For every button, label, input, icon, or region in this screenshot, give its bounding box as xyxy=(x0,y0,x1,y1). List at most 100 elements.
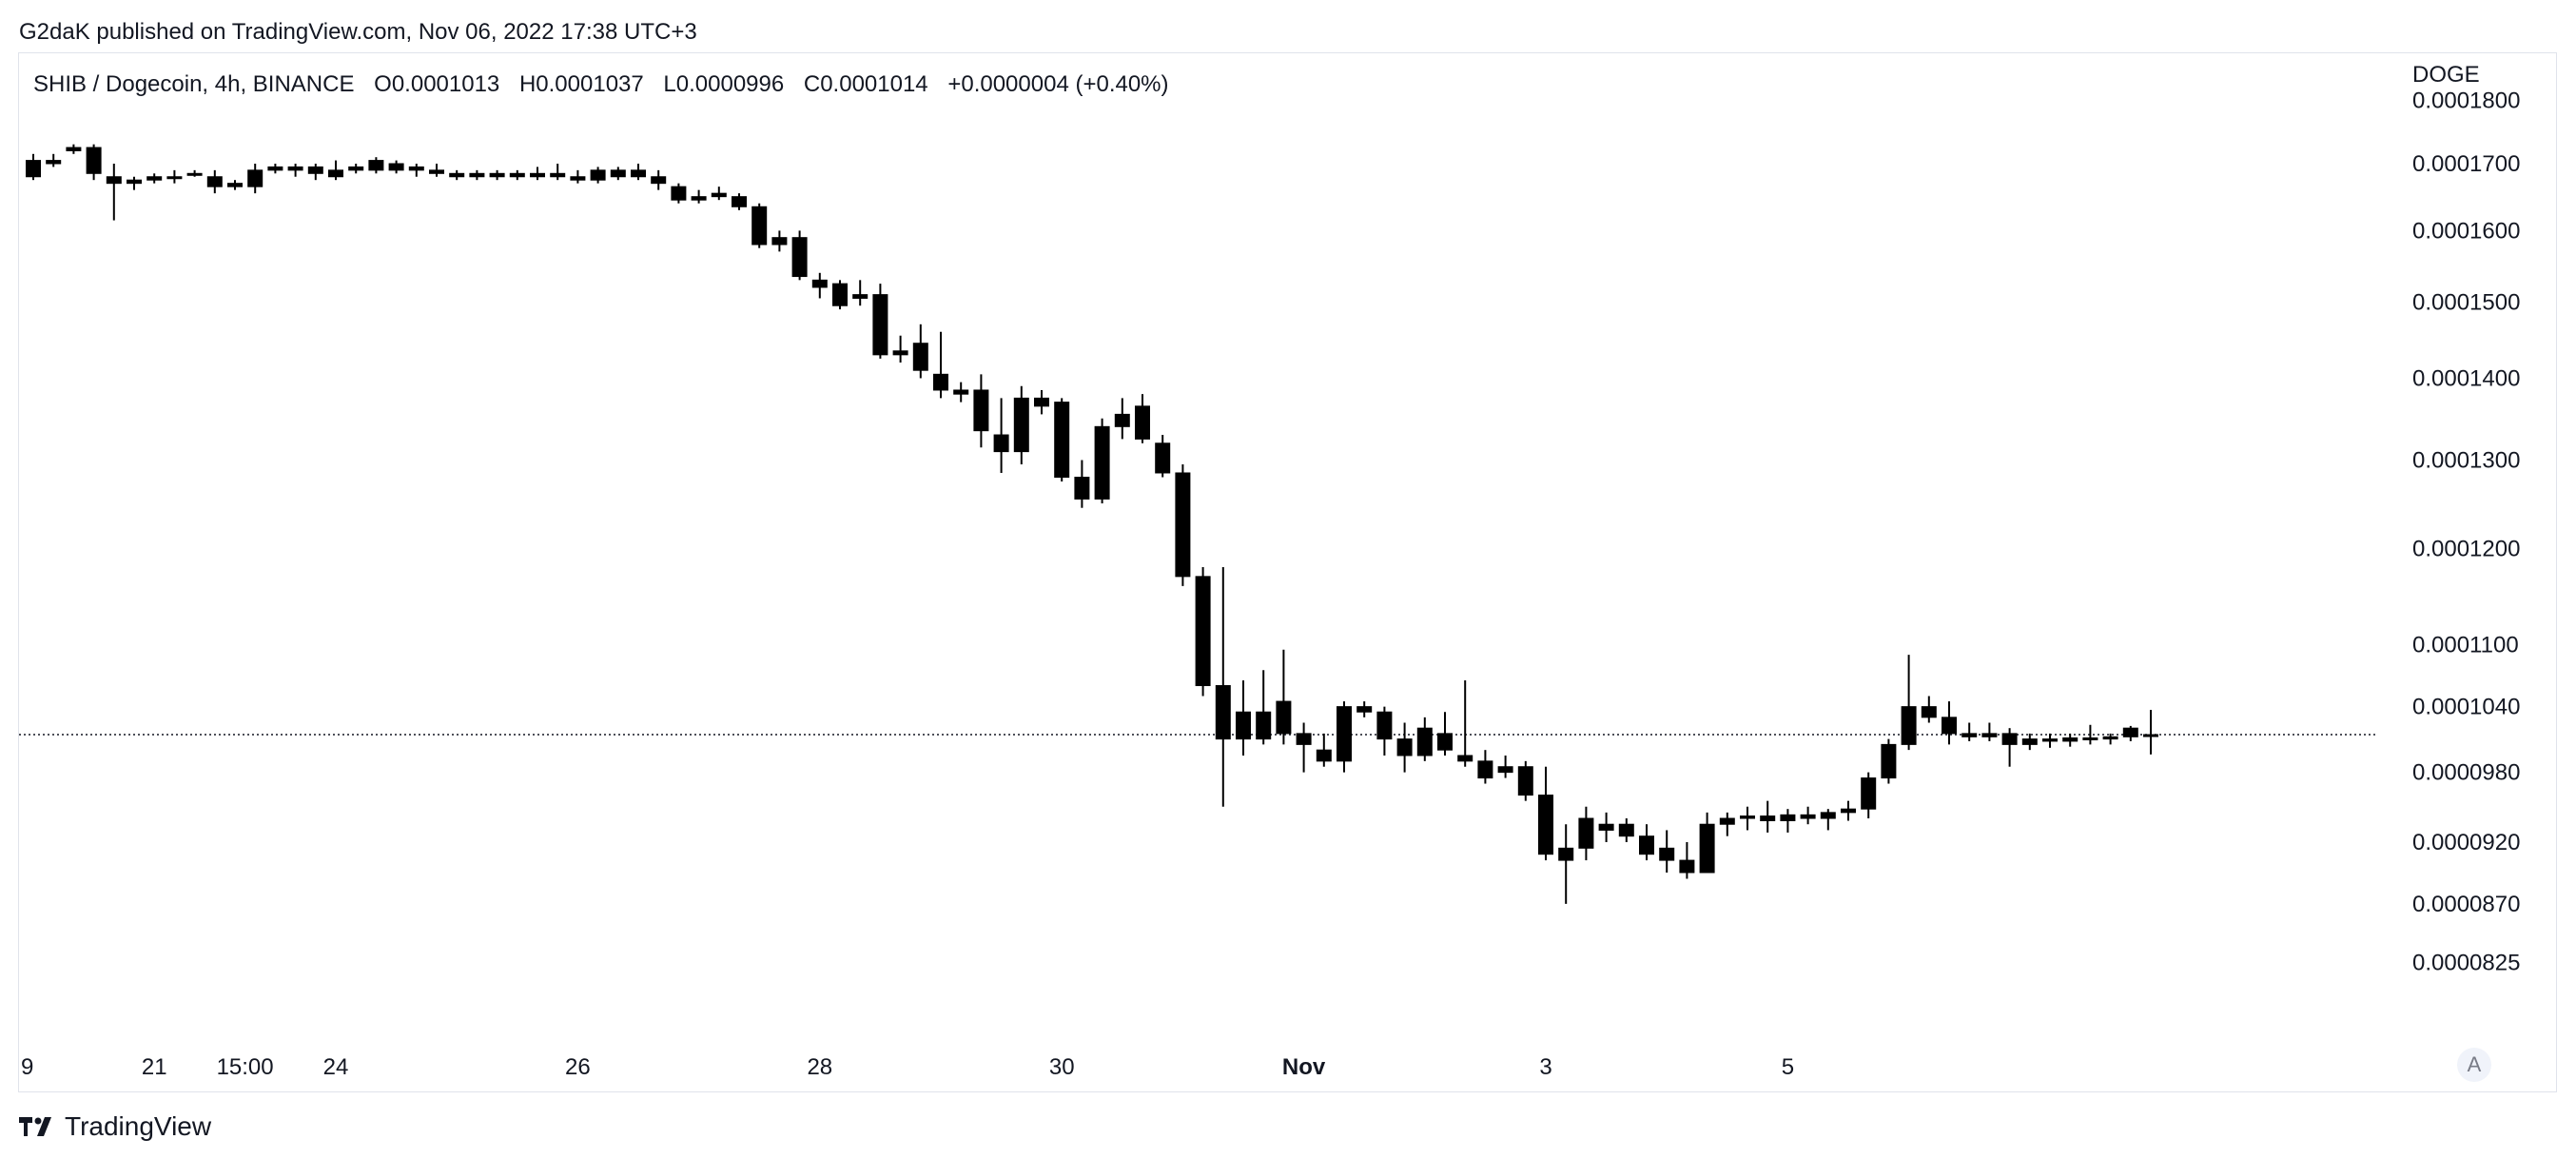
candle-body xyxy=(691,196,707,201)
candle-body xyxy=(186,172,203,176)
candle xyxy=(973,374,989,448)
candle xyxy=(771,230,788,252)
candle xyxy=(1598,812,1614,842)
candle-body xyxy=(732,196,747,207)
candle xyxy=(1517,760,1533,801)
candle-body xyxy=(550,172,566,178)
candle-body xyxy=(1942,717,1957,735)
candle-body xyxy=(1013,397,1029,453)
candle-body xyxy=(1296,733,1312,745)
candle xyxy=(46,153,62,167)
candle xyxy=(732,193,747,210)
candle xyxy=(1981,722,1998,741)
candle-body xyxy=(1820,812,1836,819)
candle-body xyxy=(388,163,404,171)
candle-body xyxy=(1780,814,1796,821)
candle-body xyxy=(1517,766,1533,796)
candle-body xyxy=(570,176,586,181)
candle xyxy=(449,169,465,181)
price-tick-label: 0.0001800 xyxy=(2412,88,2520,114)
candle xyxy=(206,169,223,194)
price-tick-label: 0.0000980 xyxy=(2412,760,2520,786)
candle-body xyxy=(2042,738,2058,742)
candle xyxy=(1961,722,1978,741)
candle-body xyxy=(2082,737,2098,740)
candle xyxy=(912,324,928,379)
candle xyxy=(1618,818,1634,842)
candle xyxy=(1921,696,1937,723)
candle xyxy=(1760,800,1776,833)
candle xyxy=(227,180,243,190)
candle-body xyxy=(1981,733,1998,737)
candle xyxy=(811,272,828,299)
candle xyxy=(1013,385,1029,464)
candle-body xyxy=(1054,402,1070,479)
candle-body xyxy=(368,160,384,171)
candle xyxy=(1558,824,1574,904)
candle-body xyxy=(1356,706,1373,713)
candle-body xyxy=(2062,737,2078,742)
candle-body xyxy=(469,172,485,178)
candle-body xyxy=(1740,815,1755,819)
candle xyxy=(1276,649,1292,745)
time-tick-label: 15:00 xyxy=(217,1054,274,1080)
candle xyxy=(1155,435,1171,478)
chart-frame[interactable] xyxy=(18,52,2557,1092)
time-tick-label: 28 xyxy=(807,1054,832,1080)
candle-body xyxy=(2122,727,2138,737)
candle-body xyxy=(26,160,41,178)
candle-body xyxy=(1841,808,1856,814)
candle-body xyxy=(227,183,243,187)
candle xyxy=(2062,733,2078,747)
candle xyxy=(2143,709,2158,755)
candle-body xyxy=(1437,733,1453,751)
candle xyxy=(1437,712,1453,756)
candle xyxy=(1901,655,1917,751)
candle-body xyxy=(86,147,102,174)
candle-body xyxy=(66,147,82,151)
candle-body xyxy=(1961,733,1978,737)
candle xyxy=(832,280,848,310)
candle-body xyxy=(791,237,808,278)
candle xyxy=(1195,566,1211,697)
time-axis[interactable]: 9 21 15:00 24 26 28 30 Nov 3 5 xyxy=(21,1054,1794,1080)
footer-brand[interactable]: TradingView xyxy=(19,1111,211,1142)
candle-body xyxy=(2001,733,2018,745)
candle xyxy=(408,164,424,177)
candle-body xyxy=(106,176,122,185)
candle-body xyxy=(1175,472,1191,578)
candle xyxy=(509,169,525,181)
candle-body xyxy=(1337,706,1352,762)
legend-change: +0.0000004 (+0.40%) xyxy=(947,71,1169,97)
time-tick-label: 26 xyxy=(565,1054,591,1080)
candle-body xyxy=(811,279,828,288)
candle xyxy=(1800,806,1816,825)
candle xyxy=(348,164,364,174)
candle-body xyxy=(2102,736,2118,740)
candle xyxy=(1659,830,1675,873)
candle xyxy=(388,160,404,174)
auto-scale-button[interactable]: A xyxy=(2457,1048,2491,1082)
candle xyxy=(66,144,82,154)
price-tick-label: 0.0001600 xyxy=(2412,218,2520,244)
candle-body xyxy=(166,176,183,180)
candle-body xyxy=(1558,847,1574,861)
candle-body xyxy=(429,169,444,174)
time-tick-label: Nov xyxy=(1282,1054,1326,1080)
candle xyxy=(1719,812,1735,836)
legend-symbol[interactable]: SHIB / Dogecoin, 4h, BINANCE xyxy=(33,71,355,97)
candle-body xyxy=(711,192,727,198)
price-axis[interactable]: 0.0001800 0.0001700 0.0001600 0.0001500 0.00… xyxy=(2412,88,2520,976)
candle-body xyxy=(1236,711,1251,740)
candle-body xyxy=(993,434,1009,453)
candle-body xyxy=(610,169,626,178)
price-tick-label: 0.0000870 xyxy=(2412,892,2520,917)
candle-body xyxy=(771,237,788,246)
candle-body xyxy=(127,179,142,185)
candle-body xyxy=(973,389,989,432)
candle xyxy=(1416,717,1433,761)
candle xyxy=(1457,680,1473,767)
candle-body xyxy=(489,172,505,178)
candle-body xyxy=(953,389,969,395)
